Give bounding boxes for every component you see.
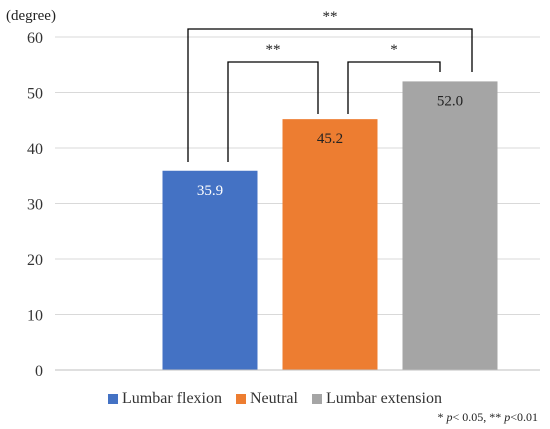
y-axis-tick-labels: 0 10 20 30 40 50 60 (27, 30, 43, 380)
legend-swatch (108, 394, 119, 404)
y-tick-label: 60 (27, 30, 43, 47)
legend-item-neutral: Neutral (236, 388, 298, 410)
footnote-p: p (504, 410, 511, 424)
footnote-star2-rest: <0.01 (510, 410, 538, 424)
bar-neutral (282, 119, 378, 370)
significance-footnote: * p< 0.05, ** p<0.01 (437, 410, 538, 425)
y-tick-label: 0 (35, 363, 43, 380)
footnote-p: p (446, 410, 453, 424)
significance-bracket (227, 61, 319, 162)
footnote-star1-prefix: * (437, 410, 447, 424)
significance-label: ** (323, 9, 338, 25)
legend-item-lumbar-flexion: Lumbar flexion (108, 388, 222, 410)
significance-bracket (347, 61, 441, 114)
bar-lumbar-extension (402, 81, 498, 371)
significance-bracket (187, 28, 473, 162)
y-tick-label: 30 (27, 197, 43, 214)
legend-label: Neutral (250, 390, 298, 407)
legend-swatch (236, 394, 246, 404)
bar-lumbar-flexion (162, 170, 258, 370)
y-axis-unit-label: (degree) (6, 8, 56, 24)
footnote-star1-rest: < 0.05, ** (452, 410, 505, 424)
bars: 35.9 45.2 52.0 (162, 81, 498, 371)
y-tick-label: 10 (27, 308, 43, 325)
legend: Lumbar flexion Neutral Lumbar extension (0, 388, 550, 410)
data-label: 45.2 (317, 131, 343, 147)
legend-label: Lumbar flexion (122, 390, 222, 407)
significance-brackets: **** * (187, 9, 473, 162)
y-tick-label: 20 (27, 252, 43, 269)
significance-label: * (390, 42, 398, 58)
legend-item-lumbar-extension: Lumbar extension (311, 388, 442, 410)
y-tick-label: 50 (27, 86, 43, 103)
data-label: 35.9 (197, 183, 223, 199)
legend-label: Lumbar extension (325, 390, 442, 407)
legend-swatch (311, 394, 322, 404)
data-label: 52.0 (437, 93, 463, 109)
significance-label: ** (266, 42, 281, 58)
y-tick-label: 40 (27, 141, 43, 158)
